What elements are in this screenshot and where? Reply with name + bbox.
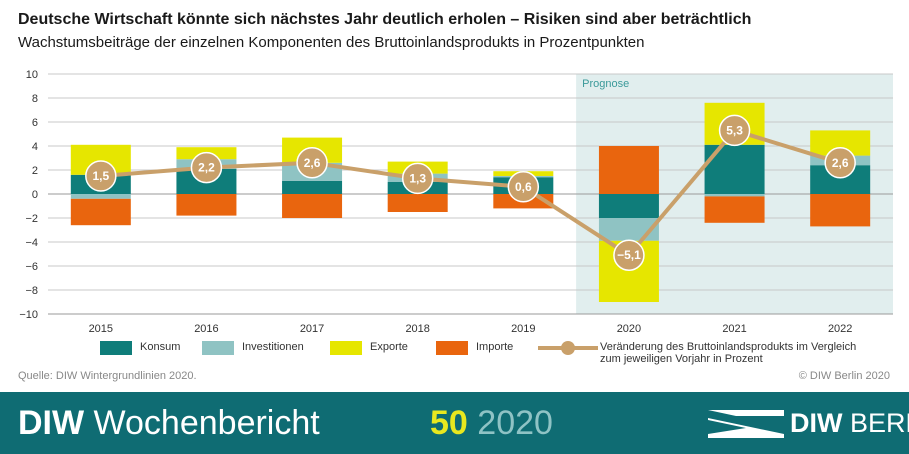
legend-item-investitionen: Investitionen (202, 341, 304, 355)
gdp-point-2022 (824, 147, 856, 179)
issue-number: 50 (430, 404, 468, 442)
y-tick-label: −2 (25, 213, 38, 225)
gdp-point-2016 (190, 151, 223, 184)
legend-label-investitionen: Investitionen (242, 341, 304, 353)
gdp-point-2017 (296, 147, 328, 179)
x-tick-label: 2019 (511, 323, 535, 335)
y-tick-label: −8 (25, 285, 38, 297)
y-tick-label: 4 (32, 141, 38, 153)
bar-importe-2021 (704, 196, 765, 223)
x-tick-label: 2020 (617, 323, 641, 335)
y-tick-label: 6 (32, 117, 38, 129)
y-tick-label: 2 (32, 165, 38, 177)
publication-name: DIW Wochenbericht (18, 404, 320, 443)
legend-line-marker (538, 341, 598, 355)
bar-konsum-2017 (282, 180, 343, 194)
y-tick-label: 8 (32, 93, 38, 105)
footer-banner: DIW Wochenbericht 50 2020 DIW BERLIN (0, 392, 909, 454)
gdp-point-2020 (613, 239, 645, 271)
y-tick-label: 0 (32, 189, 38, 201)
logo-text-rest: BERLIN (849, 408, 909, 438)
gdp-point-label: 5,3 (726, 123, 743, 137)
gdp-point-2018 (401, 162, 434, 195)
chart-legend: Konsum Investitionen Exporte Importe Ver… (0, 340, 909, 370)
x-tick-label: 2017 (300, 323, 324, 335)
gdp-point-label: 2,6 (304, 156, 321, 170)
legend-swatch-exporte (330, 341, 362, 355)
bar-importe-2015 (70, 198, 131, 226)
y-tick-label: 10 (26, 69, 38, 81)
forecast-label: Prognose (582, 78, 629, 90)
legend-item-importe: Importe (436, 341, 513, 355)
bar-konsum-2020 (598, 194, 659, 218)
x-tick-label: 2015 (89, 323, 113, 335)
x-tick-label: 2016 (194, 323, 218, 335)
gdp-point-2021 (718, 114, 751, 147)
gdp-point-2019 (507, 171, 540, 203)
legend-label-konsum: Konsum (140, 341, 181, 353)
y-tick-label: −10 (19, 309, 38, 321)
x-tick-label: 2022 (828, 323, 852, 335)
gdp-point-label: 1,3 (409, 171, 426, 185)
bar-importe-2017 (282, 194, 343, 218)
bar-importe-2022 (810, 194, 871, 227)
legend-label-exporte: Exporte (370, 341, 408, 353)
issue-year: 2020 (477, 404, 553, 442)
logo-text: DIW BERLIN (790, 408, 909, 439)
gdp-point-label: 0,6 (515, 180, 532, 194)
source-note: Quelle: DIW Wintergrundlinien 2020. (18, 370, 197, 382)
chart-title: Deutsche Wirtschaft könnte sich nächstes… (18, 11, 752, 28)
y-tick-label: −4 (25, 237, 38, 249)
diw-logo-icon (708, 410, 784, 438)
legend-swatch-importe (436, 341, 468, 355)
gdp-point-label: 1,5 (92, 169, 109, 183)
legend-label-importe: Importe (476, 341, 514, 353)
gdp-point-label: 2,2 (198, 161, 215, 175)
bar-importe-2016 (176, 194, 237, 216)
bar-investitionen-2015 (70, 194, 131, 199)
legend-item-konsum: Konsum (100, 341, 180, 355)
legend-item-exporte: Exporte (330, 341, 408, 355)
x-tick-label: 2021 (722, 323, 746, 335)
gdp-point-2015 (85, 160, 117, 192)
gdp-point-label: −5,1 (617, 248, 641, 262)
legend-label-gdp: Veränderung des Bruttoinlandsprodukts im… (600, 341, 857, 365)
bar-importe-2018 (387, 194, 448, 212)
chart-subtitle: Wachstumsbeiträge der einzelnen Komponen… (18, 34, 645, 51)
copyright-note: © DIW Berlin 2020 (798, 370, 890, 382)
publication-name-rest: Wochenbericht (84, 404, 320, 442)
bar-investitionen-2021 (704, 194, 765, 197)
bar-importe-2020 (598, 146, 659, 194)
x-tick-label: 2018 (405, 323, 429, 335)
publication-name-bold: DIW (18, 404, 85, 442)
gdp-line (100, 128, 841, 258)
stacked-bar-chart: Prognose 10 8 6 4 2 0 −2 −4 −6 −8 −10 2015 2016 2017 20… (19, 69, 893, 335)
logo-text-bold: DIW (790, 408, 843, 438)
gdp-point-label: 2,6 (832, 156, 849, 170)
y-tick-label: −6 (25, 261, 38, 273)
diw-berlin-logo: DIW BERLIN (706, 406, 909, 442)
legend-swatch-investitionen (202, 341, 234, 355)
legend-swatch-konsum (100, 341, 132, 355)
issue-label: 50 2020 (430, 404, 553, 443)
